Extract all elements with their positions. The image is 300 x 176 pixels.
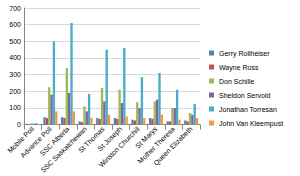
- svg-text:Mother Theresa: Mother Theresa: [136, 125, 177, 165]
- svg-text:0: 0: [17, 121, 21, 128]
- svg-text:St Joseph: St Joseph: [96, 125, 124, 153]
- svg-text:Don Schille: Don Schille: [219, 78, 255, 85]
- svg-text:100: 100: [9, 104, 21, 111]
- svg-text:300: 300: [9, 71, 21, 78]
- svg-text:SSC Saskatchewan: SSC Saskatchewan: [39, 125, 89, 174]
- svg-text:400: 400: [9, 54, 21, 61]
- svg-text:St Thomas: St Thomas: [76, 125, 106, 154]
- svg-text:Winston Churchill: Winston Churchill: [97, 125, 141, 169]
- svg-text:Sheldon Servold: Sheldon Servold: [219, 92, 270, 99]
- svg-text:Advance Poll: Advance Poll: [19, 125, 53, 159]
- svg-text:SSC Alberta: SSC Alberta: [38, 125, 71, 157]
- svg-text:Mobile Poll: Mobile Poll: [6, 125, 36, 155]
- svg-text:200: 200: [9, 88, 21, 95]
- svg-text:700: 700: [9, 5, 21, 12]
- svg-text:Queen Elizabeth: Queen Elizabeth: [152, 125, 194, 167]
- svg-text:Gerry Rollheiser: Gerry Rollheiser: [219, 50, 270, 58]
- svg-text:John Van Kleempust: John Van Kleempust: [219, 120, 283, 128]
- svg-text:500: 500: [9, 38, 21, 45]
- svg-text:Jonathan Torresan: Jonathan Torresan: [219, 106, 277, 113]
- svg-text:St Marys: St Marys: [134, 125, 159, 150]
- svg-text:600: 600: [9, 21, 21, 28]
- svg-text:Wayne Ross: Wayne Ross: [219, 64, 259, 72]
